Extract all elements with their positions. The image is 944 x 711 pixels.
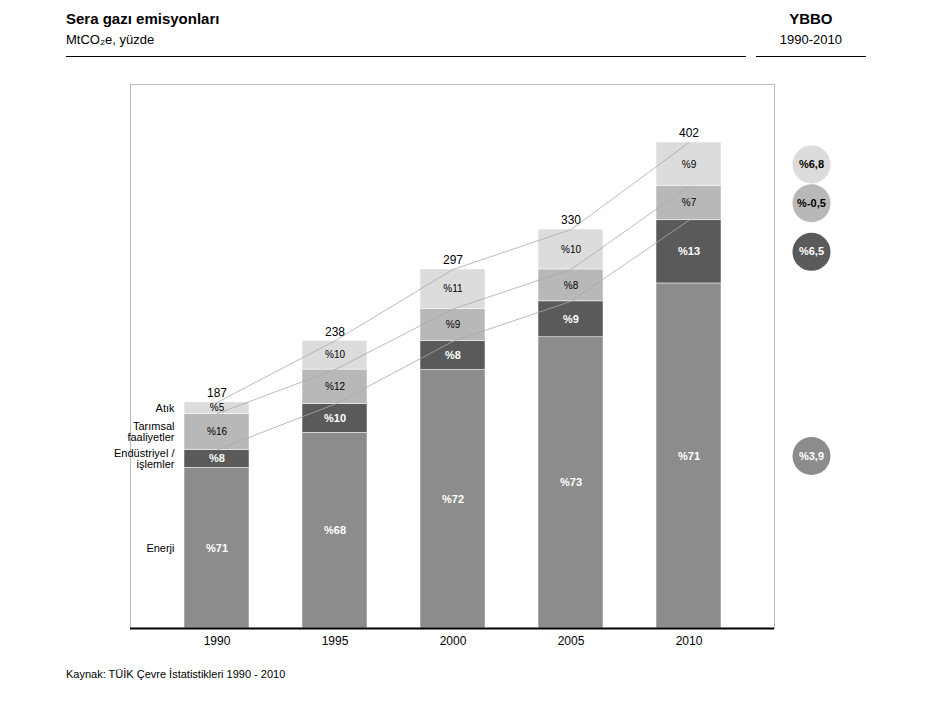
svg-text:Endüstriyel /işlemler: Endüstriyel /işlemler <box>114 447 175 470</box>
svg-text:%9: %9 <box>563 313 579 325</box>
html-text:YBBO: YBBO <box>789 10 833 27</box>
svg-text:%9: %9 <box>446 319 461 330</box>
svg-text:%10: %10 <box>325 349 345 360</box>
svg-text:%6,8: %6,8 <box>799 158 824 170</box>
html-text:MtCO₂e, yüzde: MtCO₂e, yüzde <box>66 32 155 47</box>
svg-text:2010: 2010 <box>676 634 703 648</box>
svg-text:Enerji: Enerji <box>146 542 174 554</box>
svg-text:238: 238 <box>325 325 345 339</box>
svg-text:%8: %8 <box>209 452 225 464</box>
html-text:Kaynak: TÜİK Çevre İstatistikl: Kaynak: TÜİK Çevre İstatistikleri 1990 -… <box>66 668 286 680</box>
svg-text:%6,5: %6,5 <box>799 245 824 257</box>
svg-text:1990: 1990 <box>204 634 231 648</box>
svg-text:%12: %12 <box>325 381 345 392</box>
html-text:Sera gazı emisyonları: Sera gazı emisyonları <box>66 10 220 27</box>
svg-text:%13: %13 <box>678 245 700 257</box>
svg-text:%10: %10 <box>561 244 581 255</box>
svg-text:%72: %72 <box>442 493 464 505</box>
svg-text:297: 297 <box>443 253 463 267</box>
html-text:1990-2010: 1990-2010 <box>779 32 842 47</box>
svg-text:%11: %11 <box>443 283 463 294</box>
svg-text:2000: 2000 <box>440 634 467 648</box>
svg-text:%8: %8 <box>564 280 579 291</box>
svg-text:%73: %73 <box>560 476 582 488</box>
svg-text:%16: %16 <box>207 426 227 437</box>
svg-text:%-0,5: %-0,5 <box>797 197 826 209</box>
svg-text:1995: 1995 <box>322 634 349 648</box>
svg-text:187: 187 <box>207 386 227 400</box>
svg-text:%68: %68 <box>324 524 346 536</box>
svg-text:Atık: Atık <box>156 402 175 414</box>
svg-text:%9: %9 <box>682 159 697 170</box>
svg-text:Tarımsalfaaliyetler: Tarımsalfaaliyetler <box>127 420 174 443</box>
svg-text:%71: %71 <box>206 542 228 554</box>
svg-text:330: 330 <box>561 213 581 227</box>
svg-text:%10: %10 <box>324 412 346 424</box>
svg-text:%71: %71 <box>678 449 700 461</box>
svg-text:%3,9: %3,9 <box>799 449 824 461</box>
svg-text:%7: %7 <box>682 197 697 208</box>
svg-text:%5: %5 <box>210 402 225 413</box>
svg-text:2005: 2005 <box>558 634 585 648</box>
svg-text:%8: %8 <box>445 349 461 361</box>
svg-text:402: 402 <box>679 126 699 140</box>
